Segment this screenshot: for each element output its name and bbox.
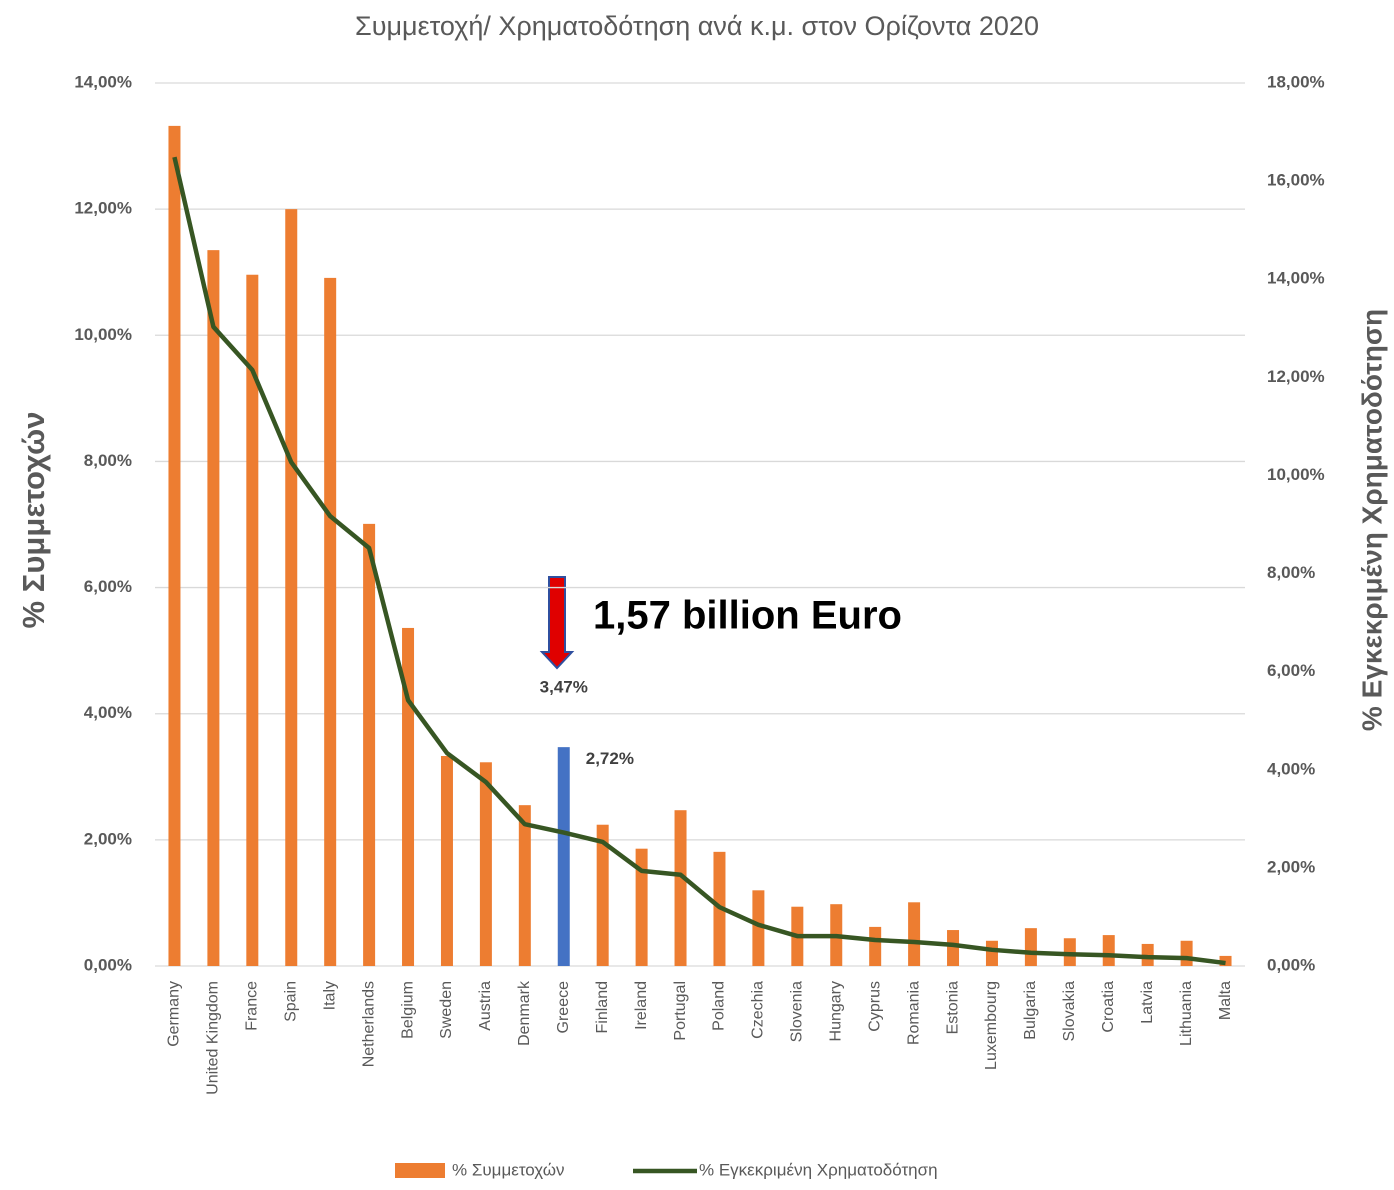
x-tick-label: Sweden xyxy=(438,981,455,1039)
x-tick-label: Cyprus xyxy=(866,981,883,1032)
legend-label: % Συμμετοχών xyxy=(452,1160,565,1179)
bar xyxy=(557,747,570,966)
x-tick-label: Portugal xyxy=(672,981,689,1041)
bar xyxy=(752,890,765,966)
y2-tick-label: 16,00% xyxy=(1267,171,1325,190)
bar xyxy=(440,755,453,966)
x-tick-label: Spain xyxy=(282,981,299,1022)
line xyxy=(172,156,1226,966)
bar xyxy=(207,250,220,966)
x-tick-label: United Kingdom xyxy=(205,981,222,1095)
y-tick-label: 4,00% xyxy=(84,703,132,722)
y2-tick-label: 14,00% xyxy=(1267,269,1325,288)
x-tick-label: Netherlands xyxy=(360,981,377,1067)
bar xyxy=(518,805,531,966)
x-tick-label: Lithuania xyxy=(1178,981,1195,1046)
bar xyxy=(479,762,492,966)
x-tick-label: Hungary xyxy=(827,981,844,1041)
x-tick-label: France xyxy=(244,981,261,1031)
bar xyxy=(168,125,181,967)
x-tick-label: Finland xyxy=(594,981,611,1033)
bar xyxy=(1024,928,1037,966)
x-tick-label: Luxembourg xyxy=(983,981,1000,1070)
x-tick-label: Latvia xyxy=(1139,981,1156,1024)
x-tick-label: Malta xyxy=(1217,981,1234,1020)
annotation: 1,57 billion Euro xyxy=(593,594,902,638)
y-tick-label: 14,00% xyxy=(74,72,132,91)
x-tick-label: Poland xyxy=(711,981,728,1031)
y2-tick-label: 10,00% xyxy=(1267,465,1325,484)
bar xyxy=(596,824,609,966)
bar xyxy=(246,274,259,966)
arrow xyxy=(539,576,575,670)
x-tick-label: Bulgaria xyxy=(1022,981,1039,1040)
bar xyxy=(985,940,998,966)
y2-tick-label: 4,00% xyxy=(1267,759,1315,778)
bar xyxy=(324,277,337,966)
x-tick-label: Slovakia xyxy=(1061,981,1078,1042)
bar xyxy=(363,523,376,966)
x-tick-label: Croatia xyxy=(1100,981,1117,1033)
bar xyxy=(674,810,687,966)
y2-axis-title: % Εγκεκριμένη Χρηματοδότηση xyxy=(1356,309,1387,731)
y-tick-label: 0,00% xyxy=(84,955,132,974)
y-tick-label: 8,00% xyxy=(84,451,132,470)
legend-swatch xyxy=(395,1163,445,1178)
x-tick-label: Greece xyxy=(555,981,572,1034)
x-tick-label: Estonia xyxy=(944,981,961,1034)
y-tick-label: 6,00% xyxy=(84,577,132,596)
x-tick-label: Italy xyxy=(321,981,338,1010)
bar xyxy=(869,926,882,966)
bar xyxy=(285,209,298,967)
x-tick-label: Romania xyxy=(905,981,922,1045)
x-tick-label: Ireland xyxy=(633,981,650,1030)
chart-title: Συμμετοχή/ Χρηματοδότηση ανά κ.μ. στον Ο… xyxy=(355,11,1039,41)
x-tick-label: Slovenia xyxy=(789,981,806,1042)
y2-tick-label: 12,00% xyxy=(1267,367,1325,386)
y2-tick-label: 0,00% xyxy=(1267,955,1315,974)
bar xyxy=(908,902,921,966)
x-tick-label: Belgium xyxy=(399,981,416,1039)
bar xyxy=(947,930,960,966)
x-tick-label: Denmark xyxy=(516,980,533,1046)
x-tick-label: Austria xyxy=(477,981,494,1031)
y-axis-title: % Συμμετοχών xyxy=(16,412,51,629)
y2-tick-label: 8,00% xyxy=(1267,563,1315,582)
x-tick-label: Czechia xyxy=(750,981,767,1039)
y2-tick-label: 2,00% xyxy=(1267,857,1315,876)
y-tick-label: 2,00% xyxy=(84,829,132,848)
y-tick-label: 12,00% xyxy=(74,199,132,218)
y-tick-label: 10,00% xyxy=(74,325,132,344)
bar xyxy=(1180,940,1193,966)
data-label: 2,72% xyxy=(586,749,634,768)
x-tick-label: Germany xyxy=(166,981,183,1047)
y2-tick-label: 18,00% xyxy=(1267,72,1325,91)
bar xyxy=(402,627,415,966)
legend-label: % Εγκεκριμένη Χρηματοδότηση xyxy=(699,1160,938,1179)
bar xyxy=(635,848,648,966)
bar xyxy=(1102,935,1115,966)
y2-tick-label: 6,00% xyxy=(1267,661,1315,680)
data-label: 3,47% xyxy=(540,678,588,697)
